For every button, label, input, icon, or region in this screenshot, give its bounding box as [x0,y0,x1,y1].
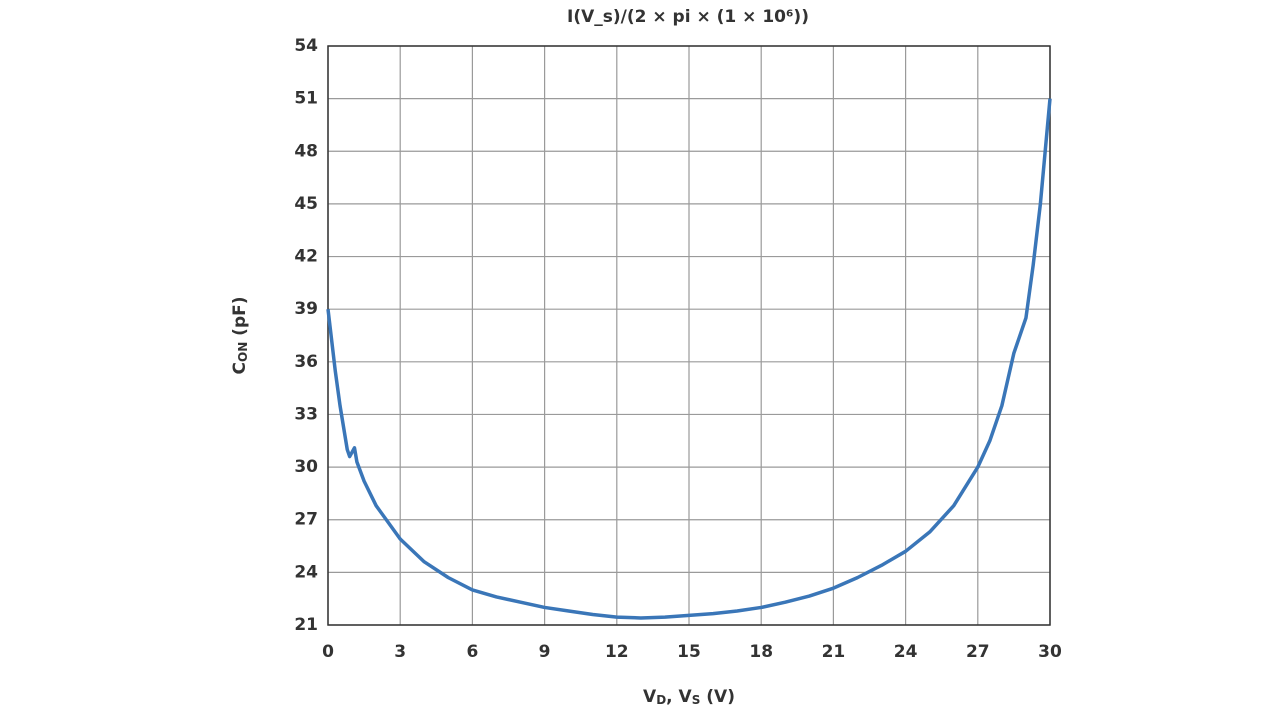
ylabel-subscript: ON [236,342,250,362]
y-tick-label: 36 [294,352,318,372]
y-tick-label: 51 [294,89,318,109]
plot-frame [327,45,1051,626]
xlabel-subscript: S [692,693,701,707]
y-tick-label: 39 [294,299,318,319]
x-tick-label: 21 [822,642,846,662]
chart-title: I(V_s)/(2 × pi × (1 × 10⁶)) [567,7,809,27]
xlabel-label: VD, VS (V) [643,687,735,707]
xlabel-text: , V [666,687,692,707]
y-tick-label: 21 [294,615,318,635]
x-tick-label: 18 [749,642,773,662]
x-tick-label: 12 [605,642,629,662]
x-tick-label: 9 [539,642,551,662]
x-tick-label: 3 [394,642,406,662]
ylabel-text: C [230,362,250,374]
xlabel-subscript: D [656,693,666,707]
y-tick-label: 54 [294,36,318,56]
x-tick-label: 24 [894,642,918,662]
y-tick-label: 30 [294,457,318,477]
x-tick-label: 6 [466,642,478,662]
x-tick-label: 30 [1038,642,1062,662]
x-tick-label: 15 [677,642,701,662]
ylabel-text: (pF) [230,297,250,342]
y-tick-label: 42 [294,247,318,267]
y-tick-label: 27 [294,510,318,530]
y-tick-label: 24 [294,562,318,582]
xlabel-text: (V) [700,687,735,707]
xlabel-text: V [643,687,657,707]
y-tick-label: 45 [294,194,318,214]
ylabel-label: CON (pF) [230,297,250,375]
y-tick-label: 33 [294,404,318,424]
y-tick-label: 48 [294,141,318,161]
data-line [326,98,1052,620]
x-tick-label: 27 [966,642,990,662]
x-tick-label: 0 [322,642,334,662]
